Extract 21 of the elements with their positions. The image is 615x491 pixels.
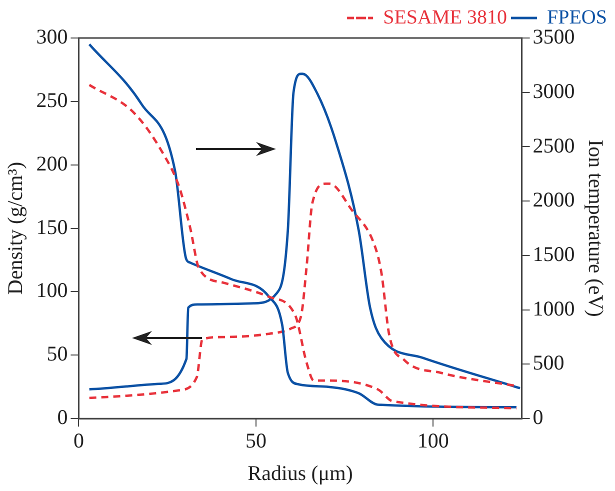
y-tick-label: 300	[36, 24, 68, 49]
y-tick-label: 0	[57, 405, 68, 430]
y-tick-label: 150	[36, 214, 68, 239]
y-tick-label: 200	[36, 151, 68, 176]
y2-tick-label: 1500	[532, 242, 575, 266]
x-tick-label: 100	[417, 428, 449, 453]
y2-tick-label: 500	[532, 350, 564, 375]
x-tick-label: 50	[245, 428, 266, 453]
y2-tick-label: 3000	[532, 78, 575, 103]
y2-tick-label: 2000	[532, 188, 575, 212]
y-axis-title: Density (g/cm³)	[3, 162, 28, 295]
y2-tick-label: 0	[532, 405, 544, 430]
y-tick-label: 50	[46, 342, 68, 366]
legend-label: SESAME 3810	[383, 6, 507, 28]
y-tick-label: 250	[36, 88, 68, 112]
y2-axis-title: Ion temperature (eV)	[584, 140, 608, 317]
y2-tick-label: 2500	[532, 133, 575, 158]
x-tick-label: 0	[73, 428, 84, 453]
y2-tick-label: 1000	[532, 296, 575, 320]
x-axis-title: Radius (μm)	[248, 460, 353, 485]
y-tick-label: 100	[36, 278, 68, 302]
